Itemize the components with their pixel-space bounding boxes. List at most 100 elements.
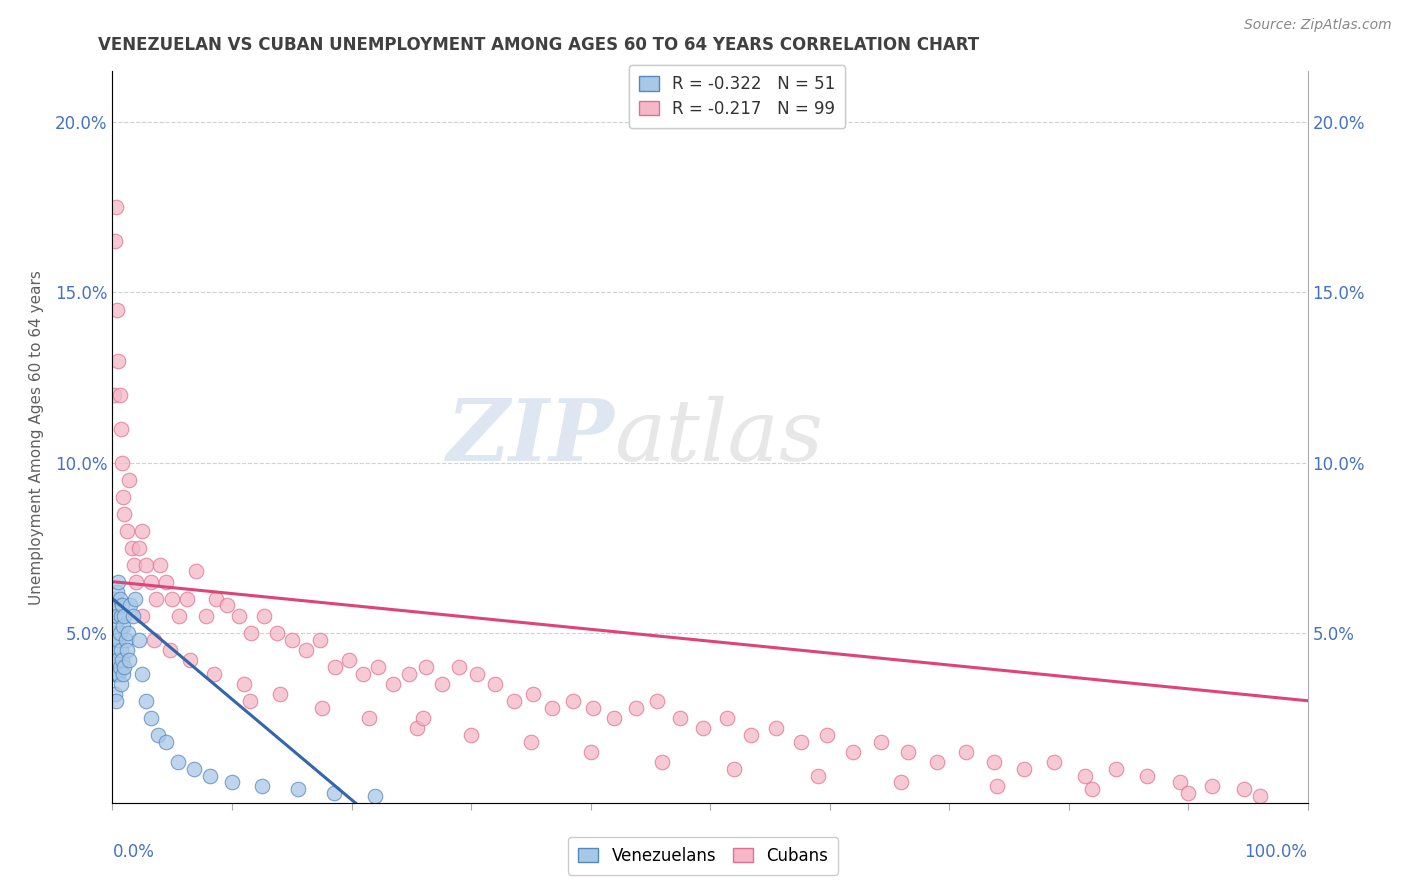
Point [186,565,208,579]
Point [167,755,190,769]
Point [253,608,276,623]
Point [1074,768,1097,782]
Point [287,782,309,797]
Point [115,642,138,657]
Point [111,456,134,470]
Point [112,619,135,633]
Point [647,694,669,708]
Point [110,642,132,657]
Point [217,599,239,613]
Point [322,786,344,800]
Point [121,541,143,555]
Point [108,659,131,673]
Point [522,687,544,701]
Point [337,653,360,667]
Point [484,677,506,691]
Point [105,642,128,657]
Point [131,666,153,681]
Point [110,608,132,623]
Point [104,653,127,667]
Point [651,755,673,769]
Point [114,659,135,673]
Point [233,677,256,691]
Point [323,659,346,673]
Point [1177,786,1199,800]
Point [194,608,217,623]
Point [382,677,405,691]
Text: 0.0%: 0.0% [112,843,155,861]
Point [115,524,138,538]
Point [815,728,838,742]
Point [1233,782,1256,797]
Point [221,775,243,789]
Point [104,687,127,701]
Point [205,591,228,606]
Point [112,666,135,681]
Point [367,659,389,673]
Point [740,728,762,742]
Point [983,755,1005,769]
Point [155,574,177,589]
Point [162,591,183,606]
Point [790,734,813,748]
Point [108,591,131,606]
Point [135,558,157,572]
Point [179,653,201,667]
Text: ZIP: ZIP [447,395,614,479]
Point [669,711,692,725]
Text: atlas: atlas [614,396,824,478]
Point [541,700,564,714]
Point [145,591,167,606]
Point [1105,762,1128,776]
Point [131,608,153,623]
Point [125,574,148,589]
Point [579,745,602,759]
Point [359,711,381,725]
Point [624,700,647,714]
Point [1201,779,1223,793]
Point [149,558,172,572]
Point [415,659,437,673]
Point [131,524,153,538]
Y-axis label: Unemployment Among Ages 60 to 64 years: Unemployment Among Ages 60 to 64 years [30,269,44,605]
Point [723,762,745,776]
Point [716,711,738,725]
Point [107,574,129,589]
Point [124,591,146,606]
Point [250,779,273,793]
Point [105,201,128,215]
Point [105,694,128,708]
Point [561,694,583,708]
Point [118,473,141,487]
Point [105,585,128,599]
Point [447,659,470,673]
Point [107,666,129,681]
Point [1249,789,1271,803]
Point [105,653,128,667]
Point [269,687,291,701]
Point [114,608,135,623]
Point [146,728,169,742]
Point [603,711,626,725]
Point [352,666,374,681]
Point [135,694,157,708]
Point [412,711,434,725]
Point [120,599,142,613]
Point [114,632,136,647]
Point [105,619,128,633]
Point [465,666,488,681]
Point [107,353,129,368]
Point [104,608,127,623]
Point [897,745,920,759]
Point [202,666,225,681]
Text: Source: ZipAtlas.com: Source: ZipAtlas.com [1244,18,1392,32]
Point [121,608,143,623]
Point [176,591,198,606]
Point [1136,768,1159,782]
Point [364,789,387,803]
Point [105,608,128,623]
Point [143,632,166,647]
Point [159,642,181,657]
Point [309,632,332,647]
Point [692,721,714,735]
